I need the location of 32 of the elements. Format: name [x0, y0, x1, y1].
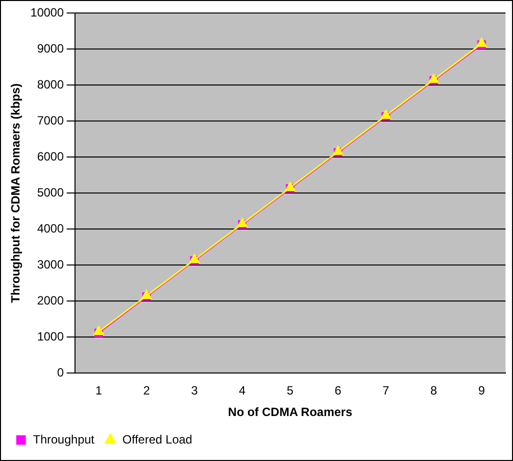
x-tick-label: 3 — [191, 384, 198, 398]
x-tick-label: 5 — [286, 384, 294, 398]
y-tick-label: 1000 — [37, 329, 64, 344]
x-tick-label: 6 — [334, 384, 342, 398]
point — [94, 326, 104, 336]
y-tick-label: 8000 — [37, 77, 64, 92]
point — [380, 110, 391, 119]
x-tick-label: 9 — [478, 384, 486, 398]
y-tick-label: 4000 — [37, 221, 64, 236]
x-axis-title: No of CDMA Roamers — [228, 405, 353, 420]
y-tick-label: 3000 — [37, 257, 64, 272]
y-tick-label: 7000 — [37, 113, 64, 128]
legend-label: Offered Load — [122, 432, 192, 446]
y-tick-label: 2000 — [37, 293, 64, 308]
y-axis-title: Throughput for CDMA Romaers (kbps) — [8, 83, 23, 303]
point — [428, 74, 439, 83]
point — [332, 146, 344, 155]
y-tick-label: 0 — [57, 366, 64, 380]
point — [189, 254, 200, 263]
y-tick-label: 9000 — [37, 41, 64, 56]
x-tick-label: 1 — [95, 384, 102, 398]
x-tick-label: 4 — [238, 384, 246, 398]
x-tick-label: 2 — [143, 384, 150, 398]
x-tick-label: 7 — [382, 384, 390, 398]
x-tick-label: 8 — [430, 384, 438, 398]
y-tick-label: 5000 — [37, 185, 64, 200]
y-tick-label: 6000 — [37, 149, 64, 164]
point — [476, 38, 487, 47]
point — [285, 182, 296, 191]
y-tick-label: 10000 — [30, 5, 64, 20]
point — [237, 218, 248, 227]
legend-label: Throughput — [33, 432, 96, 446]
